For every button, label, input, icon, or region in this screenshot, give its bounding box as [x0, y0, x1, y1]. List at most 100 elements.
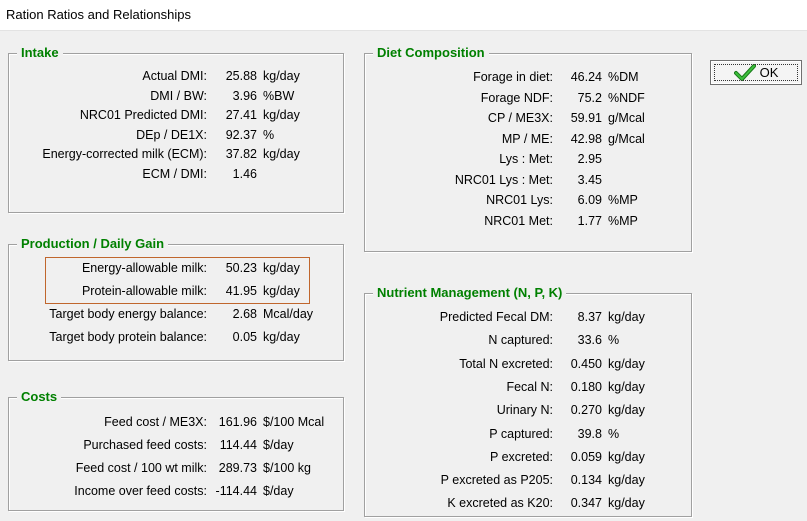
production-row-value: 2.68	[232, 307, 257, 321]
nutrient-row-unit: kg/day	[608, 379, 645, 394]
nutrient-row-label: Predicted Fecal DM:	[439, 310, 553, 324]
costs-row-unit: $/day	[263, 438, 294, 452]
production-row-unit: kg/day	[263, 284, 300, 298]
intake-row-value: 37.82	[225, 147, 257, 161]
intake-row: DEp / DE1X: 92.37%	[9, 127, 343, 143]
nutrient-management-group: Nutrient Management (N, P, K) Predicted …	[364, 285, 692, 517]
costs-row-unit: $/day	[263, 484, 294, 498]
nutrient-row: Predicted Fecal DM: 8.37 kg/day	[365, 309, 691, 325]
nutrient-row: N captured: 33.6%	[365, 332, 691, 348]
intake-row-unit: %BW	[263, 88, 295, 103]
costs-group: Costs Feed cost / ME3X: 161.96 $/100 Mcal P…	[8, 389, 344, 511]
costs-row-unit: $/100 Mcal	[263, 415, 325, 429]
nutrient-row-value: 0.270	[570, 403, 602, 418]
production-row-label: Energy-allowable milk:	[81, 261, 207, 275]
intake-row-unit: kg/day	[263, 147, 300, 161]
production-row-unit: kg/day	[263, 330, 300, 344]
nutrient-row-value: 0.450	[570, 356, 602, 371]
production-row: Energy-allowable milk: 50.23 kg/day	[9, 260, 343, 276]
intake-row-label: Actual DMI:	[142, 69, 207, 83]
nutrient-row-unit: %	[608, 333, 620, 348]
production-row-unit: Mcal/day	[263, 307, 314, 321]
diet-row-label: NRC01 Met:	[484, 213, 553, 228]
intake-row-value: 3.96	[232, 88, 257, 103]
diet-row-label: Forage NDF:	[480, 90, 553, 105]
nutrient-row-value: 0.134	[570, 473, 602, 488]
diet-row-unit: g/Mcal	[608, 111, 645, 125]
nutrient-row: K excreted as K20: 0.347 kg/day	[365, 495, 691, 511]
intake-row: ECM / DMI: 1.46	[9, 166, 343, 182]
nutrient-row-value: 33.6	[577, 333, 602, 348]
costs-row-value: 289.73	[218, 461, 257, 475]
intake-group: Intake Actual DMI: 25.88 kg/day DMI / BW: 3.…	[8, 45, 344, 213]
ok-button-label: OK	[759, 65, 779, 80]
nutrient-management-group-title: Nutrient Management (N, P, K)	[373, 285, 567, 301]
diet-row-value: 2.95	[577, 152, 602, 166]
production-row-label: Protein-allowable milk:	[81, 284, 207, 298]
diet-row-value: 46.24	[570, 70, 602, 84]
diet-row: Forage in diet: 46.24 %DM	[365, 69, 691, 85]
diet-row: Forage NDF: 75.2 %NDF	[365, 90, 691, 106]
nutrient-row-label: K excreted as K20:	[447, 496, 553, 511]
costs-row-value: 161.96	[218, 415, 257, 429]
nutrient-row-unit: kg/day	[608, 473, 645, 488]
diet-row-value: 75.2	[577, 90, 602, 105]
intake-row: Actual DMI: 25.88 kg/day	[9, 68, 343, 84]
nutrient-row-unit: kg/day	[608, 496, 645, 511]
costs-row-unit: $/100 kg	[263, 461, 311, 475]
costs-row: Feed cost / 100 wt milk: 289.73 $/100 kg	[9, 460, 343, 476]
milk-highlight-box	[45, 257, 310, 304]
nutrient-row: P captured: 39.8%	[365, 426, 691, 442]
diet-row-unit: %MP	[608, 193, 638, 207]
intake-row-value: 25.88	[225, 69, 257, 83]
diet-row: NRC01 Met: 1.77 %MP	[365, 213, 691, 229]
costs-row-value: -114.44	[215, 484, 257, 498]
title-bar: Ration Ratios and Relationships	[0, 0, 807, 31]
intake-row-value: 27.41	[225, 108, 257, 122]
intake-row-unit: kg/day	[263, 108, 300, 122]
nutrient-row-unit: kg/day	[608, 356, 645, 371]
diet-row-unit: %MP	[608, 213, 638, 228]
costs-row-value: 114.44	[219, 438, 257, 452]
nutrient-row-label: P captured:	[489, 426, 553, 441]
nutrient-row-label: Total N excreted:	[459, 356, 553, 371]
diet-row: NRC01 Lys : Met: 3.45	[365, 172, 691, 188]
diet-row-label: NRC01 Lys : Met:	[454, 172, 553, 187]
diet-row-unit: %NDF	[608, 90, 645, 105]
intake-row-unit: %	[263, 127, 275, 142]
nutrient-row-label: Urinary N:	[496, 403, 553, 418]
nutrient-row-label: Fecal N:	[506, 379, 553, 394]
costs-row: Feed cost / ME3X: 161.96 $/100 Mcal	[9, 414, 343, 430]
nutrient-row-value: 8.37	[577, 310, 602, 324]
ok-button[interactable]: OK	[710, 60, 802, 85]
nutrient-row-value: 39.8	[577, 426, 602, 441]
intake-row-label: ECM / DMI:	[142, 166, 207, 181]
nutrient-row-value: 0.059	[570, 449, 602, 464]
costs-row-label: Feed cost / ME3X:	[104, 415, 207, 429]
nutrient-row: Urinary N: 0.270 kg/day	[365, 402, 691, 418]
nutrient-row: P excreted as P205: 0.134 kg/day	[365, 472, 691, 488]
production-row-unit: kg/day	[263, 261, 300, 275]
diet-row: CP / ME3X: 59.91 g/Mcal	[365, 110, 691, 126]
focus-rect	[714, 64, 798, 81]
production-row-label: Target body protein balance:	[49, 330, 207, 344]
costs-group-title: Costs	[17, 389, 62, 405]
check-icon	[733, 63, 756, 81]
costs-row-label: Income over feed costs:	[74, 484, 207, 498]
diet-row-label: MP / ME:	[501, 131, 553, 146]
intake-row-value: 92.37	[225, 127, 257, 142]
diet-composition-group-title: Diet Composition	[373, 45, 489, 61]
nutrient-row-unit: %	[608, 426, 620, 441]
diet-row: MP / ME: 42.98 g/Mcal	[365, 131, 691, 147]
costs-row-label: Purchased feed costs:	[83, 438, 207, 452]
intake-row-label: DMI / BW:	[150, 88, 207, 103]
nutrient-row-label: N captured:	[488, 333, 553, 348]
costs-row-label: Feed cost / 100 wt milk:	[75, 461, 207, 475]
intake-row: NRC01 Predicted DMI: 27.41 kg/day	[9, 107, 343, 123]
diet-row-label: NRC01 Lys:	[486, 193, 553, 207]
diet-row-value: 59.91	[570, 111, 602, 125]
diet-row-value: 6.09	[577, 193, 602, 207]
diet-row-value: 1.77	[577, 213, 602, 228]
diet-row: Lys : Met: 2.95	[365, 151, 691, 167]
production-row: Target body energy balance: 2.68 Mcal/day	[9, 306, 343, 322]
